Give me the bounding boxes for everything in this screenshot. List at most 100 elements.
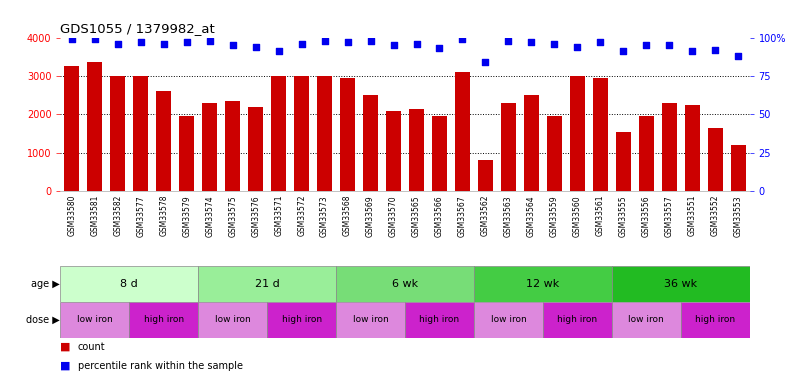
Point <box>387 42 400 48</box>
Text: GSM33575: GSM33575 <box>228 195 237 237</box>
Bar <box>87 63 102 191</box>
Bar <box>60 302 129 338</box>
Text: GSM33561: GSM33561 <box>596 195 604 237</box>
Bar <box>133 76 148 191</box>
Text: GSM33553: GSM33553 <box>733 195 742 237</box>
Text: GSM33567: GSM33567 <box>458 195 467 237</box>
Bar <box>546 116 562 191</box>
Bar <box>478 160 493 191</box>
Text: GSM33570: GSM33570 <box>389 195 398 237</box>
Text: GSM33571: GSM33571 <box>274 195 283 237</box>
Point <box>65 36 78 42</box>
Point <box>617 48 629 54</box>
Bar <box>248 106 264 191</box>
Text: low iron: low iron <box>215 315 251 324</box>
Text: GSM33566: GSM33566 <box>435 195 444 237</box>
Point <box>295 40 308 46</box>
Text: GSM33580: GSM33580 <box>68 195 77 237</box>
Bar <box>612 302 680 338</box>
Text: GSM33551: GSM33551 <box>688 195 696 237</box>
Text: GSM33565: GSM33565 <box>412 195 421 237</box>
Point <box>364 38 377 44</box>
Text: low iron: low iron <box>629 315 664 324</box>
Bar <box>474 266 612 302</box>
Text: GSM33569: GSM33569 <box>366 195 375 237</box>
Bar <box>340 78 355 191</box>
Bar <box>680 302 750 338</box>
Bar <box>474 302 542 338</box>
Point <box>456 36 469 42</box>
Bar <box>662 103 677 191</box>
Text: high iron: high iron <box>419 315 459 324</box>
Text: high iron: high iron <box>557 315 597 324</box>
Text: GSM33573: GSM33573 <box>320 195 329 237</box>
Point <box>708 47 721 53</box>
Bar <box>363 95 378 191</box>
Bar <box>386 111 401 191</box>
Bar <box>110 76 126 191</box>
Text: high iron: high iron <box>281 315 322 324</box>
Bar <box>612 266 750 302</box>
Bar <box>317 76 332 191</box>
Text: 8 d: 8 d <box>120 279 139 289</box>
Point <box>111 40 124 46</box>
Bar <box>60 266 198 302</box>
Point <box>135 39 147 45</box>
Point <box>548 40 561 46</box>
Text: high iron: high iron <box>143 315 184 324</box>
Bar <box>730 145 746 191</box>
Text: low iron: low iron <box>491 315 526 324</box>
Point <box>433 45 446 51</box>
Text: low iron: low iron <box>353 315 388 324</box>
Bar <box>129 302 198 338</box>
Point <box>249 44 262 50</box>
Bar <box>708 128 723 191</box>
Bar <box>570 76 585 191</box>
Point <box>502 38 515 44</box>
Text: 6 wk: 6 wk <box>392 279 418 289</box>
Bar <box>501 103 516 191</box>
Bar <box>294 76 310 191</box>
Bar <box>409 109 424 191</box>
Text: GSM33577: GSM33577 <box>136 195 145 237</box>
Point <box>663 42 675 48</box>
Bar <box>432 116 447 191</box>
Bar <box>336 302 405 338</box>
Point <box>318 38 331 44</box>
Point <box>157 40 170 46</box>
Point <box>571 44 584 50</box>
Text: GSM33555: GSM33555 <box>619 195 628 237</box>
Bar <box>524 95 539 191</box>
Bar <box>405 302 474 338</box>
Text: GSM33572: GSM33572 <box>297 195 306 237</box>
Text: GSM33574: GSM33574 <box>206 195 214 237</box>
Text: count: count <box>77 342 106 352</box>
Text: high iron: high iron <box>695 315 735 324</box>
Bar <box>156 92 172 191</box>
Bar <box>267 302 336 338</box>
Bar <box>592 78 608 191</box>
Text: GSM33563: GSM33563 <box>504 195 513 237</box>
Point <box>181 39 193 45</box>
Bar <box>638 116 654 191</box>
Text: GSM33564: GSM33564 <box>527 195 536 237</box>
Text: GSM33582: GSM33582 <box>114 195 123 236</box>
Bar <box>616 132 631 191</box>
Bar <box>542 302 612 338</box>
Bar <box>198 302 267 338</box>
Point <box>732 53 745 59</box>
Text: GSM33578: GSM33578 <box>160 195 168 237</box>
Point <box>594 39 607 45</box>
Point <box>640 42 653 48</box>
Point <box>272 48 285 54</box>
Text: GSM33557: GSM33557 <box>665 195 674 237</box>
Text: GSM33559: GSM33559 <box>550 195 559 237</box>
Text: 12 wk: 12 wk <box>526 279 559 289</box>
Text: low iron: low iron <box>77 315 113 324</box>
Text: age ▶: age ▶ <box>31 279 60 289</box>
Point <box>341 39 354 45</box>
Text: GSM33568: GSM33568 <box>343 195 352 237</box>
Point <box>479 59 492 65</box>
Point <box>226 42 239 48</box>
Text: ■: ■ <box>60 361 71 370</box>
